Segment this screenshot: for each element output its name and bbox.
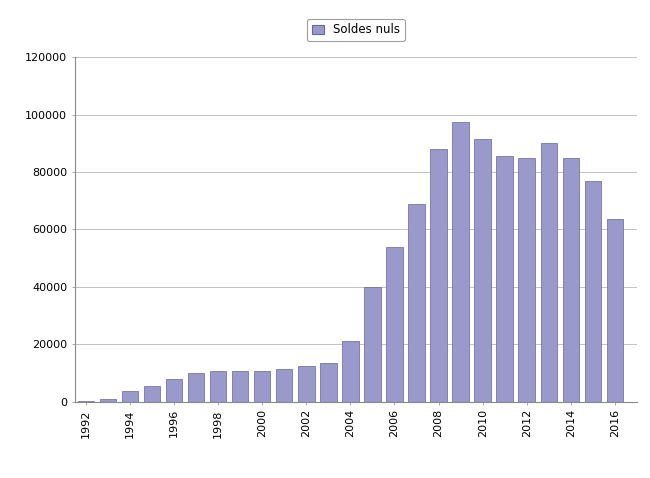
Bar (452, 122, 469, 402)
Bar (122, 391, 138, 402)
Bar (144, 386, 160, 402)
Bar (584, 181, 601, 402)
Bar (276, 369, 292, 402)
Bar (166, 379, 182, 402)
Bar (606, 219, 623, 402)
Bar (342, 341, 359, 402)
Bar (364, 287, 381, 402)
Bar (386, 247, 403, 402)
Bar (298, 366, 315, 402)
Bar (188, 373, 204, 402)
Bar (541, 143, 557, 402)
Bar (563, 158, 579, 402)
Text: © WWW.MOTO-NET.COM - LE JOURNAL MOTO DU NET: © WWW.MOTO-NET.COM - LE JOURNAL MOTO DU … (148, 455, 502, 468)
Bar (77, 401, 94, 402)
Bar (474, 139, 491, 402)
Bar (254, 371, 270, 402)
Bar (408, 204, 425, 402)
Bar (430, 149, 447, 402)
Bar (210, 371, 226, 402)
Bar (232, 371, 248, 402)
Bar (519, 158, 535, 402)
Legend: Soldes nuls: Soldes nuls (307, 19, 405, 41)
Bar (320, 363, 337, 402)
Bar (99, 399, 116, 402)
Bar (497, 156, 513, 402)
